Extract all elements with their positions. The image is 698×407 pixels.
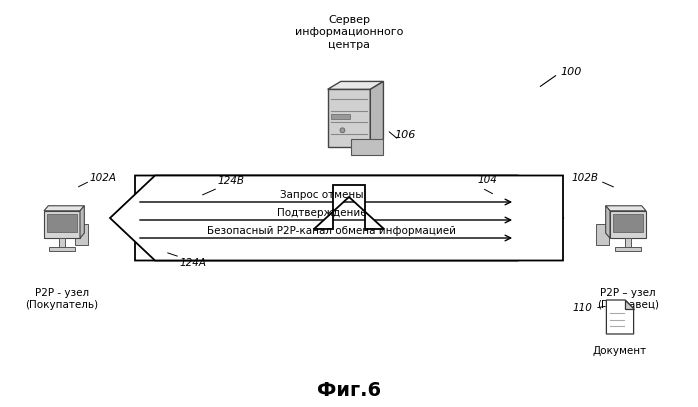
Text: 124A: 124A — [180, 258, 207, 268]
Text: 106: 106 — [394, 130, 415, 140]
Text: Безопасный P2P-канал обмена информацией: Безопасный P2P-канал обмена информацией — [207, 226, 456, 236]
Text: 100: 100 — [560, 67, 581, 77]
Bar — [49, 247, 75, 251]
Polygon shape — [327, 81, 383, 89]
Text: P2P – узел
(Продавец): P2P – узел (Продавец) — [597, 288, 659, 310]
Polygon shape — [606, 206, 646, 211]
Polygon shape — [350, 138, 383, 155]
Polygon shape — [44, 206, 84, 211]
Bar — [613, 214, 643, 232]
Bar — [75, 224, 88, 245]
Text: 110: 110 — [572, 303, 592, 313]
Polygon shape — [606, 206, 610, 238]
Polygon shape — [314, 185, 384, 229]
Text: P2P - узел
(Покупатель): P2P - узел (Покупатель) — [25, 288, 98, 310]
Bar — [59, 238, 65, 247]
Text: 104: 104 — [478, 175, 498, 185]
Circle shape — [340, 128, 345, 133]
Polygon shape — [625, 300, 634, 309]
Bar — [331, 114, 350, 119]
Polygon shape — [607, 300, 634, 334]
Bar — [615, 247, 641, 251]
Bar — [47, 214, 77, 232]
Bar — [625, 238, 631, 247]
Bar — [610, 211, 646, 238]
Text: Документ: Документ — [593, 346, 647, 356]
Text: Запрос отмены: Запрос отмены — [280, 190, 363, 200]
Text: 102A: 102A — [90, 173, 117, 183]
Polygon shape — [135, 175, 563, 260]
Text: Сервер
информационного
центра: Сервер информационного центра — [295, 15, 403, 50]
Text: 124B: 124B — [218, 176, 245, 186]
Text: Подтверждение: Подтверждение — [276, 208, 366, 218]
Text: Фиг.6: Фиг.6 — [317, 381, 381, 400]
Polygon shape — [110, 175, 563, 260]
Text: 102B: 102B — [571, 173, 598, 183]
Bar — [327, 89, 371, 147]
Bar — [595, 224, 609, 245]
Polygon shape — [80, 206, 84, 238]
Polygon shape — [371, 81, 383, 147]
Bar — [44, 211, 80, 238]
